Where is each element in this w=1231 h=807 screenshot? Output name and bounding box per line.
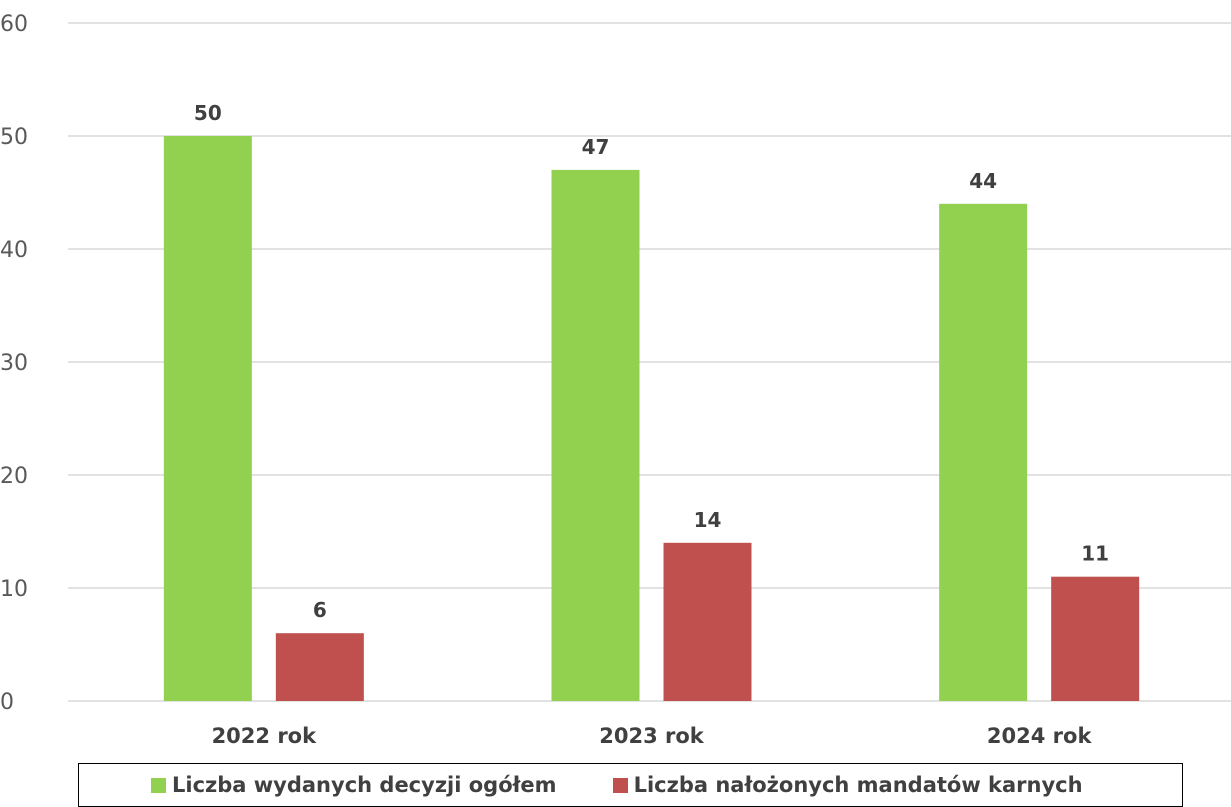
legend-label-fines: Liczba nałożonych mandatów karnych [633, 773, 1083, 797]
y-tick-label-60: 60 [0, 12, 28, 37]
x-tick-label-2022-rok: 2022 rok [212, 724, 318, 748]
legend-label-decisions: Liczba wydanych decyzji ogółem [172, 773, 557, 797]
bars [163, 136, 1140, 702]
legend-swatch-green [151, 777, 166, 793]
y-tick-label-10: 10 [0, 577, 28, 602]
legend-item-decisions: Liczba wydanych decyzji ogółem [151, 773, 557, 797]
gridlines [68, 22, 1231, 702]
data-label-2023-rok-series-0: 47 [582, 135, 610, 159]
x-axis-ticks: 2022 rok 2023 rok 2024 rok [212, 724, 1093, 748]
y-tick-label-40: 40 [0, 238, 28, 263]
data-label-2024-rok-series-1: 11 [1081, 542, 1109, 566]
legend-swatch-red [612, 777, 628, 793]
y-tick-label-0: 0 [0, 690, 14, 715]
bar-2023-rok-series-1 [663, 542, 752, 701]
data-label-2023-rok-series-1: 14 [694, 508, 722, 532]
bar-2024-rok-series-1 [1051, 576, 1140, 701]
legend: Liczba wydanych decyzji ogółem Liczba na… [78, 763, 1183, 807]
y-tick-label-50: 50 [0, 125, 28, 150]
y-axis-ticks: 0 10 20 30 40 50 60 [0, 12, 28, 715]
bar-2023-rok-series-0 [551, 169, 640, 701]
y-tick-label-20: 20 [0, 464, 28, 489]
y-tick-label-30: 30 [0, 351, 28, 376]
data-label-2024-rok-series-0: 44 [969, 169, 997, 193]
x-tick-label-2023-rok: 2023 rok [599, 724, 705, 748]
bar-2024-rok-series-0 [939, 203, 1028, 702]
data-label-2022-rok-series-0: 50 [194, 101, 222, 125]
x-tick-label-2024-rok: 2024 rok [987, 724, 1093, 748]
bar-2022-rok-series-1 [275, 633, 364, 701]
data-labels: 50 6 47 14 44 11 [194, 101, 1109, 622]
legend-item-fines: Liczba nałożonych mandatów karnych [612, 773, 1083, 797]
data-label-2022-rok-series-1: 6 [313, 598, 327, 622]
bar-2022-rok-series-0 [163, 136, 252, 701]
